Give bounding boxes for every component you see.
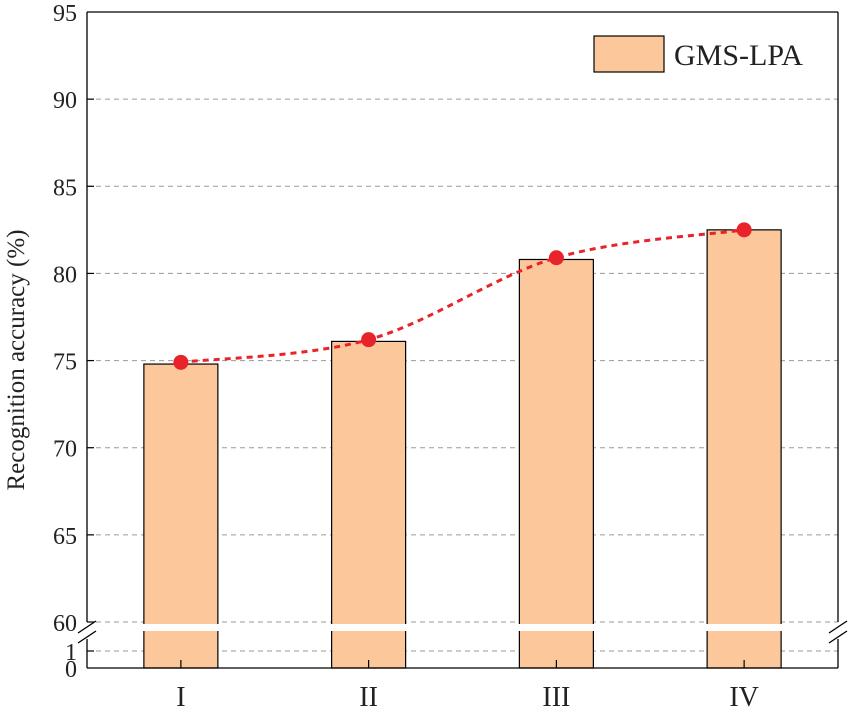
trend-point: [736, 222, 752, 238]
y-tick-label: 70: [53, 437, 77, 463]
trend-line-group: [173, 222, 752, 370]
bar: [518, 258, 594, 669]
axes: [86, 11, 839, 669]
bar: [143, 363, 219, 669]
bar: [706, 229, 782, 669]
axis-break-mark-right: [828, 630, 848, 644]
y-tick-labels: 60 65 70 75 80 85 90 95 01: [53, 1, 77, 683]
trend-point: [548, 250, 564, 266]
axis-break-mark-left: [77, 630, 97, 644]
axis-break-mark-left: [77, 620, 97, 634]
y-tick-label: 60: [53, 611, 77, 637]
axis-break: [77, 620, 848, 644]
legend-label: GMS-LPA: [674, 39, 803, 72]
x-tick-label: III: [542, 682, 570, 713]
y-tick-label: 90: [53, 88, 77, 114]
y-tick-label: 0: [65, 657, 77, 683]
axis-break-mark-right: [828, 620, 848, 634]
y-tick-label: 1: [65, 640, 77, 666]
trend-point: [361, 332, 377, 348]
y-axis-title: Recognition accuracy (%): [3, 230, 30, 491]
trend-point: [173, 354, 189, 370]
y-tick-label: 75: [53, 350, 77, 376]
trend-line: [180, 228, 745, 364]
legend-swatch: [593, 35, 665, 73]
y-tick-label: 80: [53, 262, 77, 288]
bars: [143, 229, 782, 669]
y-tick-label: 65: [53, 524, 77, 550]
y-tick-label: 95: [53, 1, 77, 27]
x-tick-label: II: [359, 682, 378, 713]
x-tick-label: I: [176, 682, 185, 713]
legend: GMS-LPA: [593, 35, 803, 73]
bar: [331, 340, 407, 669]
x-tick-labels: I II III IV: [176, 682, 759, 713]
y-tick-label: 85: [53, 175, 77, 201]
x-tick-label: IV: [729, 682, 759, 713]
axis-break-gap: [81, 624, 844, 631]
